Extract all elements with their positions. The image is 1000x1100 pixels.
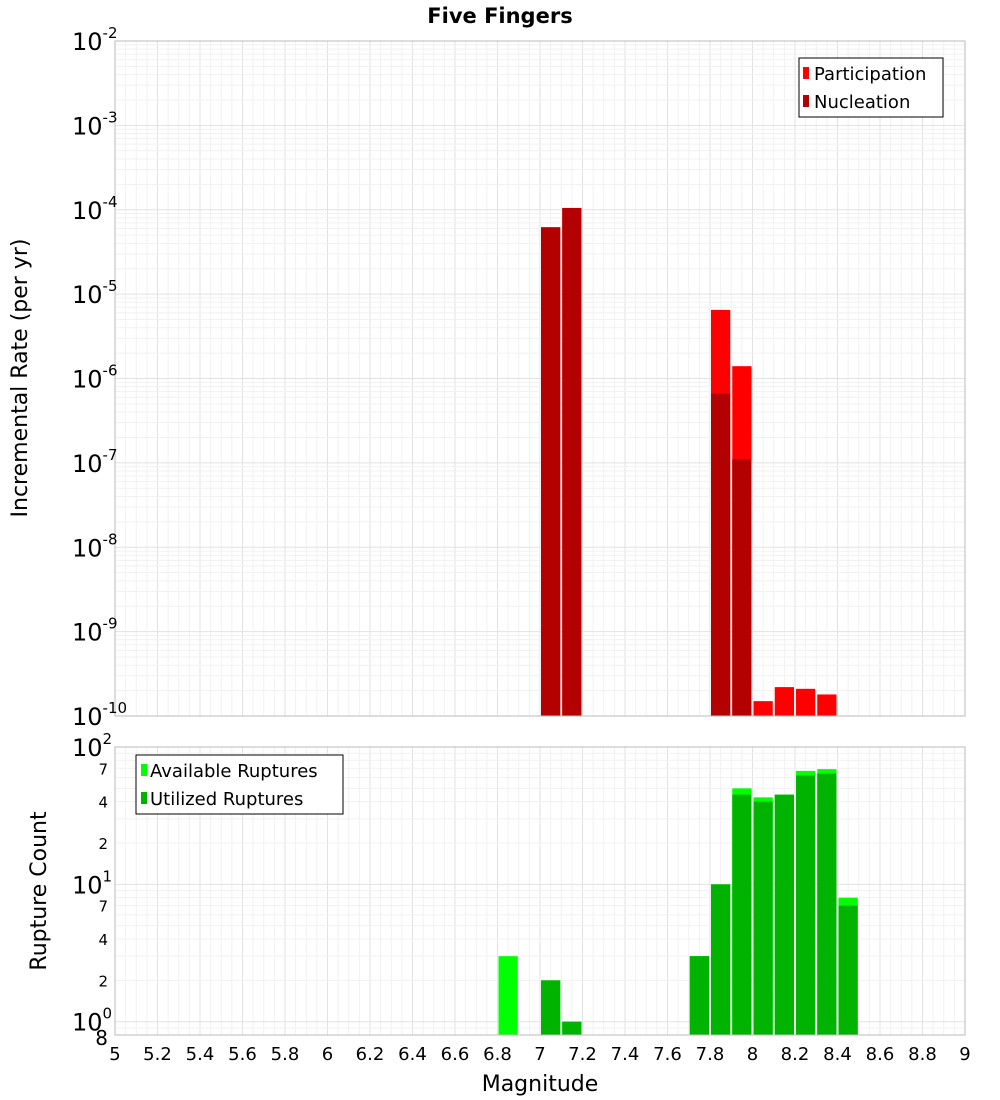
bottom-y-tick-labels: 100 101 102 8 2 4 7 2 4 7: [72, 730, 112, 1050]
x-tick-label: 6.4: [398, 1044, 427, 1065]
x-axis-label: Magnitude: [482, 1072, 599, 1097]
bottom-y-minor-tick-label: 2: [98, 835, 108, 853]
top-y-axis-label: Incremental Rate (per yr): [8, 239, 33, 518]
x-tick-label: 5.2: [143, 1044, 172, 1065]
x-tick-label: 5.6: [228, 1044, 257, 1065]
x-tick-label: 5.4: [186, 1044, 215, 1065]
x-tick-label: 8.8: [908, 1044, 937, 1065]
nucleation-bar: [541, 227, 561, 716]
bottom-y-major-tick-label: 101: [72, 867, 112, 899]
participation-bar: [817, 694, 837, 716]
x-tick-label: 8.2: [781, 1044, 810, 1065]
top-y-tick-label: 10-5: [72, 277, 118, 309]
x-tick-label: 9: [959, 1044, 970, 1065]
top-bars: [541, 207, 837, 716]
legend-label-utilized: Utilized Ruptures: [150, 789, 303, 810]
chart-title: Five Fingers: [427, 4, 572, 28]
top-y-tick-label: 10-3: [72, 108, 118, 140]
utilized-ruptures-bar: [732, 794, 752, 1035]
participation-bar: [796, 688, 816, 716]
bottom-y-minor-tick-label: 8: [95, 1026, 108, 1050]
legend-label-available: Available Ruptures: [150, 761, 318, 782]
bottom-y-minor-tick-label: 7: [98, 898, 108, 916]
bottom-y-axis-label: Rupture Count: [27, 811, 52, 971]
bottom-legend: Available Ruptures Utilized Ruptures: [135, 754, 344, 815]
top-y-tick-label: 10-9: [72, 615, 118, 647]
x-tick-label: 6.6: [441, 1044, 470, 1065]
participation-bar: [774, 687, 794, 716]
bottom-bars: [498, 769, 858, 1035]
top-legend: Participation Nucleation: [798, 57, 944, 118]
bottom-y-minor-tick-label: 4: [98, 794, 108, 812]
bottom-y-minor-tick-label: 4: [98, 931, 108, 949]
top-plot-frame: [114, 40, 966, 717]
top-y-tick-label: 10-8: [72, 530, 118, 562]
nucleation-bar: [711, 393, 731, 716]
x-tick-label: 7.2: [568, 1044, 597, 1065]
bottom-y-minor-tick-label: 2: [98, 972, 108, 990]
x-tick-label: 7.4: [611, 1044, 640, 1065]
bottom-y-minor-tick-label: 7: [98, 760, 108, 778]
nucleation-bar: [732, 459, 752, 716]
bottom-panel: 100 101 102 8 2 4 7 2 4 7 Rupture Count Available…: [27, 730, 966, 1050]
top-grid: [114, 40, 966, 717]
utilized-ruptures-bar: [838, 905, 858, 1035]
x-tick-label: 8: [747, 1044, 758, 1065]
top-panel: 10-10 10-9 10-8 10-7 10-6 10-5 10-4 10-3 10-2 In…: [8, 24, 966, 731]
x-tick-label: 7: [534, 1044, 545, 1065]
utilized-ruptures-bar: [796, 775, 816, 1035]
x-tick-label: 7.6: [653, 1044, 682, 1065]
x-tick-label: 6.2: [356, 1044, 385, 1065]
legend-swatch-utilized: [141, 792, 147, 804]
utilized-ruptures-bar: [753, 801, 773, 1035]
x-tick-label: 6.8: [483, 1044, 512, 1065]
bottom-y-major-tick-label: 102: [72, 730, 112, 762]
legend-swatch-available: [141, 764, 147, 776]
x-tick-label: 8.4: [823, 1044, 852, 1065]
top-y-tick-label: 10-6: [72, 362, 118, 394]
utilized-ruptures-bar: [689, 956, 709, 1035]
utilized-ruptures-bar: [711, 884, 731, 1035]
legend-label-participation: Participation: [814, 64, 926, 85]
legend-swatch-participation: [803, 67, 809, 79]
top-y-tick-label: 10-10: [72, 699, 127, 731]
utilized-ruptures-bar: [562, 1021, 582, 1035]
bottom-y-major-tick-label: 100: [72, 1005, 112, 1037]
bottom-plot-frame: [114, 746, 966, 1036]
x-tick-label: 5.8: [271, 1044, 300, 1065]
x-tick-label: 5: [109, 1044, 120, 1065]
utilized-ruptures-bar: [541, 980, 561, 1035]
legend-swatch-nucleation: [803, 95, 809, 107]
top-y-tick-label: 10-2: [72, 24, 118, 56]
x-tick-labels: 5 5.2 5.4 5.6 5.8 6 6.2 6.4 6.6 6.8 7 7.2 7.4 7.6 7.8 8…: [109, 1044, 970, 1065]
participation-bar: [753, 701, 773, 716]
utilized-ruptures-bar: [774, 794, 794, 1035]
top-y-tick-labels: 10-10 10-9 10-8 10-7 10-6 10-5 10-4 10-3 10-2: [72, 24, 127, 731]
top-legend-box: [798, 57, 944, 118]
nucleation-bar: [562, 207, 582, 716]
available-ruptures-bar: [498, 956, 518, 1035]
top-y-tick-label: 10-7: [72, 446, 118, 478]
x-tick-label: 6: [322, 1044, 333, 1065]
x-tick-label: 8.6: [866, 1044, 895, 1065]
x-tick-label: 7.8: [696, 1044, 725, 1065]
utilized-ruptures-bar: [817, 773, 837, 1035]
legend-label-nucleation: Nucleation: [814, 92, 910, 113]
top-y-tick-label: 10-4: [72, 193, 118, 225]
bottom-legend-box: [135, 754, 344, 815]
